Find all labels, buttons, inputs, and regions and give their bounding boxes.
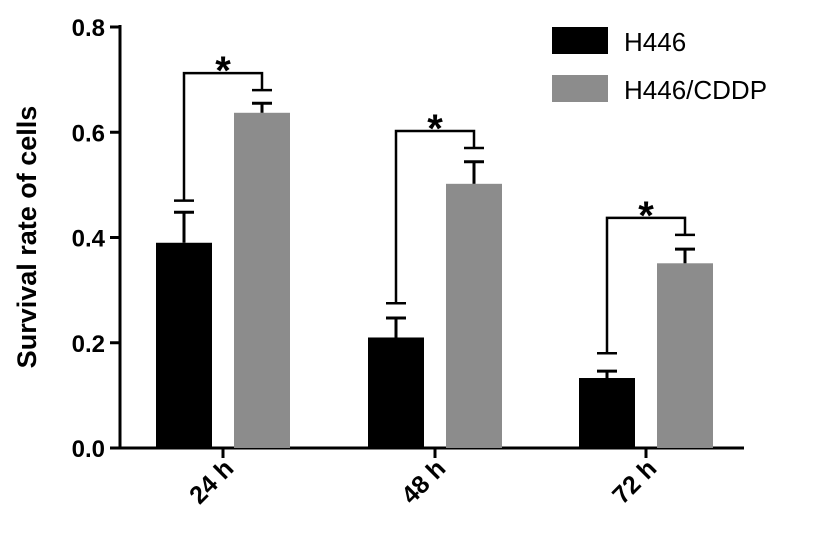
x-tick-label: 48 h [396, 454, 451, 509]
legend-label: H446 [624, 27, 686, 57]
significance-asterisk: * [215, 49, 231, 93]
bar-h446-3 [579, 378, 635, 448]
bar-h446-cddp-1 [234, 112, 290, 448]
y-tick-label: 0.8 [72, 15, 105, 42]
legend-swatch [552, 27, 608, 54]
bar-h446-2 [368, 337, 424, 448]
y-tick-label: 0.0 [72, 436, 105, 463]
significance-bracket [394, 129, 476, 304]
legend-swatch [552, 75, 608, 102]
y-axis-label: Survival rate of cells [12, 106, 42, 369]
significance-bracket [605, 216, 687, 354]
error-bars [174, 101, 695, 379]
axes: 0.0 0.2 0.4 0.6 0.8 24 h 48 h 72 h [72, 15, 744, 510]
bar-h446-cddp-3 [657, 263, 713, 448]
y-tick-label: 0.4 [72, 226, 106, 253]
significance-asterisk: * [427, 107, 443, 151]
significance-bracket [182, 71, 264, 201]
y-tick-label: 0.2 [72, 331, 105, 358]
legend-label: H446/CDDP [624, 75, 767, 105]
y-tick-label: 0.6 [72, 120, 105, 147]
significance-markers: * * * [174, 49, 695, 355]
x-tick-label: 72 h [607, 454, 662, 509]
bar-h446-cddp-2 [446, 183, 502, 448]
x-tick-label: 24 h [184, 454, 239, 509]
bars [156, 112, 713, 448]
legend: H446 H446/CDDP [552, 27, 767, 105]
bar-h446-1 [156, 242, 212, 448]
significance-asterisk: * [638, 194, 654, 238]
